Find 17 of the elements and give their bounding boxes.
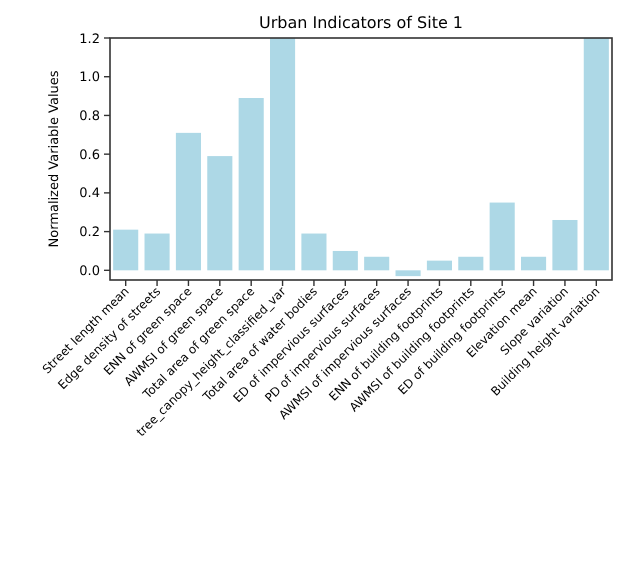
bar <box>113 229 139 271</box>
bar <box>583 38 609 271</box>
bar <box>458 256 484 271</box>
bar <box>238 98 264 271</box>
bar <box>426 260 452 271</box>
bar <box>332 250 358 271</box>
bar <box>301 233 327 271</box>
bar <box>521 256 547 271</box>
chart-title: Urban Indicators of Site 1 <box>258 14 464 32</box>
bar <box>144 233 170 271</box>
bar <box>395 270 421 277</box>
bar <box>270 38 296 271</box>
bar <box>489 202 515 271</box>
bar <box>207 156 233 271</box>
bar <box>364 256 390 271</box>
bar <box>552 219 578 271</box>
bar <box>175 132 201 271</box>
